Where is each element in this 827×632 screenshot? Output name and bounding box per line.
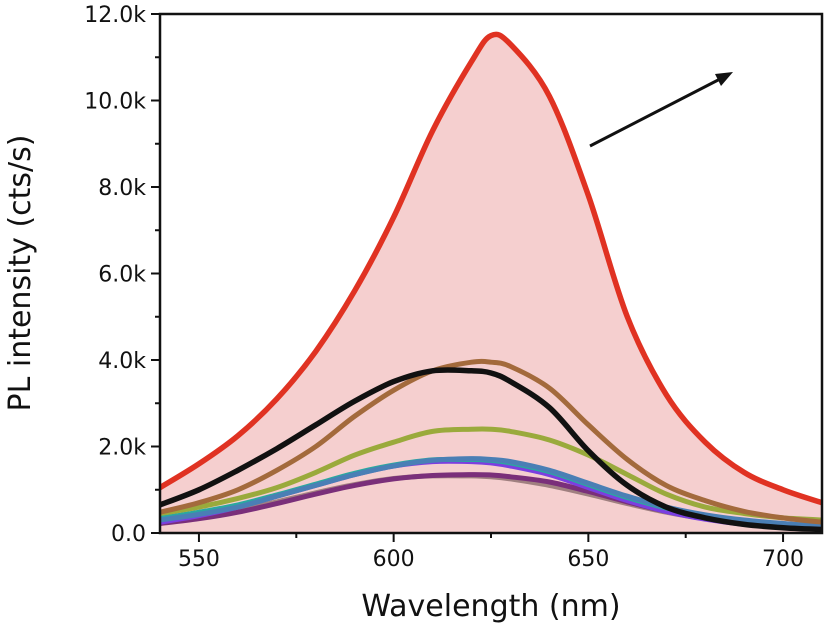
y-tick-label: 8.0k	[98, 176, 146, 201]
series-2-line	[160, 367, 822, 533]
series-4-line	[160, 456, 822, 529]
series-0-fill	[160, 34, 822, 533]
series-0-line	[160, 31, 822, 506]
y-tick-label: 10.0k	[84, 90, 146, 115]
y-tick-label: 12.0k	[84, 3, 146, 28]
x-axis: 550 600 650 700	[178, 533, 804, 572]
arrow-line	[589, 76, 723, 148]
series-3-line	[160, 426, 822, 523]
x-tick-label: 600	[373, 547, 415, 572]
series-group	[160, 31, 822, 533]
plot-area	[160, 31, 822, 533]
y-axis: 0.0 2.0k 4.0k 6.0k 8.0k 10.0k 12.0k	[84, 3, 160, 547]
x-tick-label: 550	[178, 547, 220, 572]
inset-arrow	[589, 72, 733, 148]
series-1-line	[160, 358, 822, 525]
x-axis-title: Wavelength (nm)	[361, 589, 620, 624]
x-tick-label: 650	[567, 547, 609, 572]
y-tick-label: 0.0	[111, 522, 146, 547]
y-tick-label: 2.0k	[98, 436, 146, 461]
arrow-head	[715, 72, 733, 86]
y-axis-title: PL intensity (cts/s)	[3, 135, 38, 412]
y-tick-label: 6.0k	[98, 263, 146, 288]
x-tick-label: 700	[762, 547, 804, 572]
y-tick-label: 4.0k	[98, 349, 146, 374]
plot-frame	[158, 12, 824, 535]
